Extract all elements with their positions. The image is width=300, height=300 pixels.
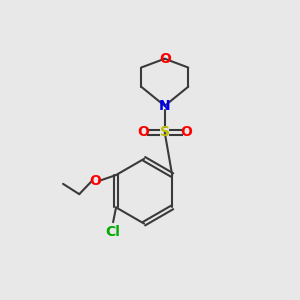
Text: O: O bbox=[180, 125, 192, 139]
Text: O: O bbox=[159, 52, 171, 66]
Text: S: S bbox=[160, 125, 170, 139]
Text: N: N bbox=[159, 99, 170, 113]
Text: O: O bbox=[89, 174, 101, 188]
Text: O: O bbox=[138, 125, 149, 139]
Text: Cl: Cl bbox=[106, 225, 121, 239]
